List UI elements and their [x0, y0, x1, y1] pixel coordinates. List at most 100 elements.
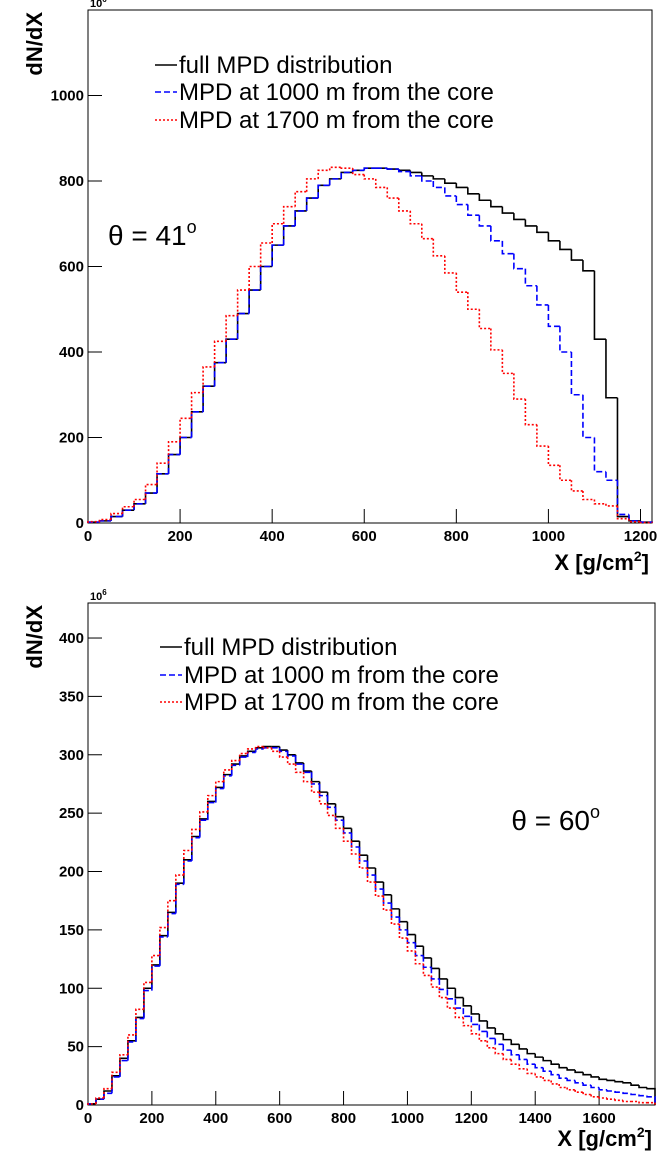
histogram-step — [547, 304, 560, 328]
histogram-step — [501, 206, 514, 214]
histogram-step — [605, 471, 618, 482]
histogram-step — [526, 1068, 536, 1075]
histogram-step — [570, 249, 583, 261]
histogram-step — [326, 795, 336, 809]
histogram-step — [430, 957, 440, 970]
histogram-step — [550, 1060, 560, 1065]
y-tick-label: 250 — [59, 805, 84, 822]
histogram-step — [110, 512, 123, 520]
histogram-step — [524, 268, 537, 287]
histogram-step — [414, 934, 424, 948]
legend-label: MPD at 1000 m from the core — [184, 662, 499, 689]
histogram-step — [570, 480, 583, 492]
histogram-step — [294, 754, 304, 764]
histogram-step — [214, 780, 224, 796]
histogram-step — [190, 391, 204, 419]
histogram-step — [294, 764, 304, 774]
histogram-step — [422, 946, 432, 959]
histogram-step — [111, 1076, 120, 1094]
histogram-step — [502, 1044, 512, 1051]
histogram-step — [398, 924, 408, 939]
histogram-step — [133, 502, 146, 511]
histogram-step — [502, 1053, 512, 1061]
histogram-step — [222, 769, 232, 782]
histogram-step — [340, 167, 353, 169]
histogram-step — [183, 860, 192, 885]
histogram-step — [334, 807, 344, 821]
histogram-step — [486, 1031, 496, 1040]
y-tick-label: 400 — [59, 344, 84, 361]
histogram-step — [598, 1096, 608, 1099]
histogram-step — [135, 1017, 144, 1042]
histogram-step — [87, 1103, 96, 1105]
histogram-step — [582, 1082, 592, 1086]
histogram-step — [199, 811, 208, 830]
histogram-step — [590, 1074, 600, 1078]
histogram-step — [98, 518, 112, 522]
histogram-step — [328, 178, 342, 186]
histogram-step — [478, 1024, 488, 1033]
histogram-step — [590, 1094, 600, 1098]
histogram-step — [213, 361, 227, 387]
histogram-step — [206, 800, 216, 819]
histogram-step — [638, 1101, 648, 1104]
histogram-step — [455, 183, 468, 189]
legend-label: full MPD distribution — [184, 634, 397, 661]
x-tick-label: 1600 — [582, 1110, 615, 1127]
histogram-step — [598, 1087, 608, 1091]
histogram-step — [382, 889, 392, 904]
histogram-step — [622, 1100, 632, 1103]
histogram-step — [358, 841, 368, 856]
x-tick-label: 800 — [331, 1110, 356, 1127]
histogram-step — [518, 1054, 528, 1061]
histogram-step — [159, 926, 168, 956]
x-tick-label: 1200 — [455, 1110, 488, 1127]
histogram-step — [214, 786, 224, 802]
histogram-step — [236, 312, 250, 340]
histogram-step — [420, 175, 434, 182]
histogram-step — [550, 1071, 560, 1076]
histogram-step — [222, 774, 232, 789]
histogram-step — [366, 855, 376, 869]
histogram-step — [534, 1053, 544, 1058]
y-axis-title: dN/dX — [22, 12, 47, 76]
x-tick-label: 0 — [84, 1110, 92, 1127]
y-exponent: 106 — [90, 0, 107, 10]
histogram-step — [143, 989, 152, 1019]
histogram-step — [318, 783, 328, 797]
histogram-step — [550, 1080, 560, 1085]
histogram-step — [628, 518, 641, 523]
legend-label: full MPD distribution — [179, 52, 392, 79]
histogram-step — [363, 167, 376, 171]
histogram-step — [334, 815, 344, 830]
histogram-step — [119, 1057, 128, 1076]
y-exponent-base: 10 — [90, 591, 102, 603]
histogram-step — [430, 967, 440, 980]
histogram-step — [282, 225, 296, 246]
histogram-step — [183, 859, 192, 884]
x-axis-title-end: ] — [645, 1126, 652, 1151]
histogram-step — [432, 181, 445, 189]
histogram-step — [406, 929, 416, 944]
y-exponent-power: 6 — [102, 588, 107, 597]
y-tick-label: 300 — [59, 747, 84, 764]
histogram-step — [598, 1076, 608, 1081]
histogram-step — [542, 1067, 552, 1072]
histogram-step — [294, 210, 307, 226]
histogram-step — [494, 1047, 504, 1055]
histogram-step — [374, 882, 384, 897]
histogram-step — [305, 197, 319, 211]
histogram-step — [536, 424, 549, 447]
histogram-step — [199, 818, 208, 837]
x-axis-title-power: 2 — [637, 1124, 645, 1140]
histogram-step — [103, 1087, 112, 1098]
histogram-step — [103, 1092, 112, 1100]
histogram-step — [513, 253, 526, 270]
histogram-step — [462, 997, 472, 1007]
histogram-step — [386, 168, 399, 170]
histogram-step — [366, 868, 376, 883]
histogram-step — [144, 492, 158, 504]
histogram-step — [432, 238, 445, 257]
histogram-step — [135, 1016, 144, 1041]
